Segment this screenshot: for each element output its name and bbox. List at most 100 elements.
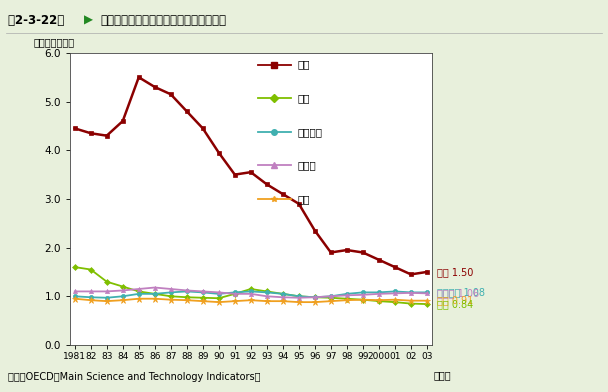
フランス	[327, 294, 334, 299]
英国	[71, 296, 78, 301]
米国	[343, 296, 350, 301]
ドイツ	[215, 290, 223, 295]
日本	[423, 270, 430, 274]
Text: （輸出／輸入）: （輸出／輸入）	[34, 37, 75, 47]
フランス	[247, 289, 254, 294]
日本	[183, 109, 190, 114]
フランス	[359, 290, 367, 295]
米国	[279, 292, 286, 296]
米国	[135, 289, 142, 294]
Text: フランス: フランス	[298, 127, 323, 137]
ドイツ	[87, 289, 94, 294]
日本	[167, 92, 174, 97]
英国	[375, 298, 382, 303]
Line: フランス: フランス	[72, 289, 429, 300]
日本	[295, 201, 302, 206]
フランス	[423, 290, 430, 295]
ドイツ	[391, 291, 398, 296]
米国	[423, 302, 430, 307]
Text: 資料：OECD「Main Science and Technology Indicators」: 資料：OECD「Main Science and Technology Indi…	[8, 372, 260, 382]
日本	[231, 172, 238, 177]
ドイツ	[135, 287, 142, 291]
ドイツ	[167, 287, 174, 291]
フランス	[391, 289, 398, 294]
英国	[343, 298, 350, 303]
フランス	[119, 294, 126, 299]
Line: 米国: 米国	[72, 265, 429, 306]
ドイツ	[295, 296, 302, 300]
ドイツ	[151, 285, 159, 290]
日本	[311, 228, 319, 233]
英国	[103, 299, 111, 303]
米国	[247, 287, 254, 291]
フランス	[407, 290, 415, 295]
Text: フランス 1.08: フランス 1.08	[437, 287, 485, 298]
Text: 英国: 英国	[298, 194, 310, 204]
Text: （年）: （年）	[434, 370, 451, 380]
ドイツ	[231, 292, 238, 296]
英国	[279, 299, 286, 303]
ドイツ	[311, 295, 319, 299]
Text: ドイツ 1.06: ドイツ 1.06	[437, 289, 478, 298]
フランス	[103, 296, 111, 300]
米国	[375, 299, 382, 303]
米国	[295, 294, 302, 299]
米国	[407, 301, 415, 306]
英国	[295, 300, 302, 305]
日本	[215, 151, 223, 155]
米国	[215, 296, 223, 301]
ドイツ	[263, 294, 271, 299]
米国	[183, 295, 190, 299]
フランス	[263, 290, 271, 295]
日本	[199, 126, 207, 131]
日本	[87, 131, 94, 136]
フランス	[151, 292, 159, 296]
フランス	[215, 292, 223, 296]
ドイツ	[247, 292, 254, 296]
米国	[199, 296, 207, 300]
米国	[119, 284, 126, 289]
英国	[119, 298, 126, 303]
英国	[231, 299, 238, 303]
日本	[103, 133, 111, 138]
英国	[215, 300, 223, 305]
日本	[279, 192, 286, 196]
フランス	[279, 292, 286, 296]
日本	[71, 126, 78, 131]
英国	[359, 298, 367, 302]
Text: ▶: ▶	[84, 14, 93, 27]
英国	[247, 298, 254, 303]
英国	[391, 298, 398, 302]
米国	[231, 292, 238, 296]
日本	[263, 182, 271, 187]
英国	[199, 299, 207, 303]
Text: 第2-3-22図: 第2-3-22図	[8, 14, 68, 27]
米国	[391, 300, 398, 305]
日本	[135, 75, 142, 80]
フランス	[231, 290, 238, 295]
Text: 日本: 日本	[298, 60, 310, 70]
ドイツ	[327, 294, 334, 299]
日本	[375, 258, 382, 262]
フランス	[135, 292, 142, 296]
日本	[327, 250, 334, 255]
ドイツ	[199, 289, 207, 294]
英国	[407, 298, 415, 303]
ドイツ	[423, 291, 430, 296]
英国	[423, 298, 430, 303]
英国	[183, 298, 190, 303]
英国	[167, 298, 174, 302]
英国	[311, 300, 319, 305]
ドイツ	[343, 293, 350, 298]
米国	[263, 289, 271, 294]
フランス	[343, 292, 350, 296]
Line: 日本: 日本	[72, 75, 429, 277]
日本	[119, 119, 126, 123]
Text: 英国 0.91: 英国 0.91	[437, 296, 473, 306]
ドイツ	[119, 288, 126, 293]
日本	[407, 272, 415, 277]
Text: 日本 1.50: 日本 1.50	[437, 267, 473, 277]
日本	[247, 170, 254, 174]
米国	[311, 295, 319, 299]
ドイツ	[407, 290, 415, 295]
